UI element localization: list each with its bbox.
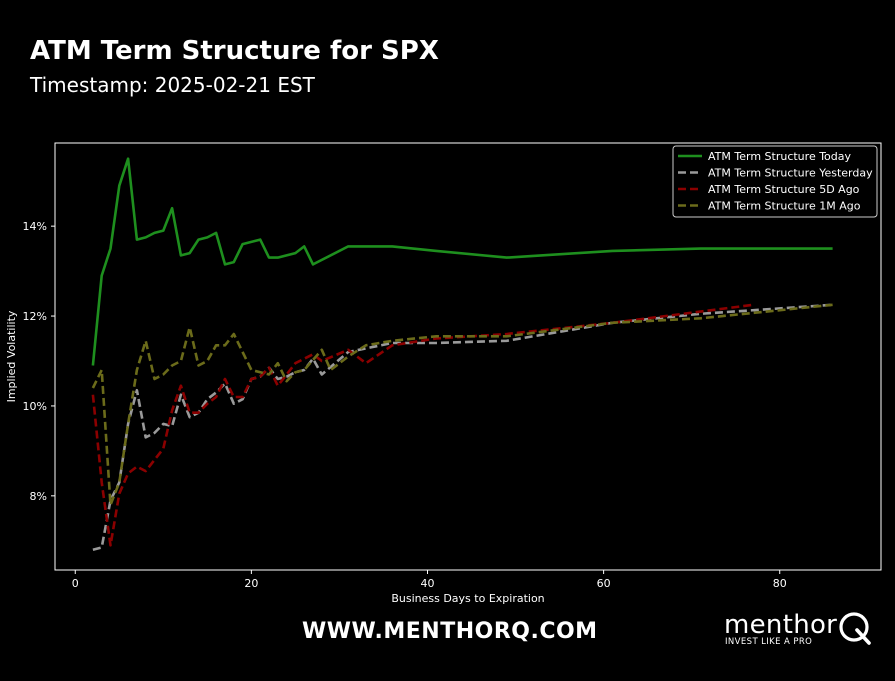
logo-wordmark: menthor bbox=[724, 610, 838, 640]
menthorq-logo: menthor INVEST LIKE A PRO bbox=[724, 610, 874, 650]
legend-label: ATM Term Structure Yesterday bbox=[708, 167, 873, 180]
legend-box bbox=[672, 145, 878, 218]
series-line-1 bbox=[92, 303, 833, 552]
chart-timestamp: Timestamp: 2025-02-21 EST bbox=[30, 73, 315, 97]
legend-label: ATM Term Structure 5D Ago bbox=[708, 183, 860, 196]
series-line-2 bbox=[91, 303, 754, 547]
series-line-3 bbox=[91, 303, 833, 507]
plot-frame bbox=[54, 142, 882, 571]
legend-label: ATM Term Structure Today bbox=[708, 150, 852, 163]
series-layer bbox=[91, 157, 833, 552]
y-tick-label: 14% bbox=[23, 220, 47, 233]
x-tick-label: 40 bbox=[420, 577, 434, 590]
legend-label: ATM Term Structure 1M Ago bbox=[708, 200, 861, 213]
series-line-0 bbox=[91, 157, 833, 366]
x-tick-label: 0 bbox=[72, 577, 79, 590]
y-tick-label: 12% bbox=[23, 310, 47, 323]
logo-tagline: INVEST LIKE A PRO bbox=[725, 637, 813, 647]
chart-title: ATM Term Structure for SPX bbox=[30, 36, 439, 66]
legend: ATM Term Structure Today ATM Term Structu… bbox=[672, 145, 878, 218]
y-tick-label: 8% bbox=[30, 490, 47, 503]
y-axis-label: Implied Volatility bbox=[5, 310, 18, 402]
logo-q-icon bbox=[839, 612, 871, 645]
x-axis-label: Business Days to Expiration bbox=[391, 592, 544, 605]
x-tick-label: 20 bbox=[244, 577, 258, 590]
y-tick-label: 10% bbox=[23, 400, 47, 413]
x-tick-label: 80 bbox=[773, 577, 787, 590]
x-tick-label: 60 bbox=[597, 577, 611, 590]
x-axis-ticks: 0 20 40 60 80 bbox=[72, 570, 787, 590]
y-axis-ticks: 8% 10% 12% 14% bbox=[23, 220, 55, 503]
website-url: WWW.MENTHORQ.COM bbox=[302, 619, 598, 644]
